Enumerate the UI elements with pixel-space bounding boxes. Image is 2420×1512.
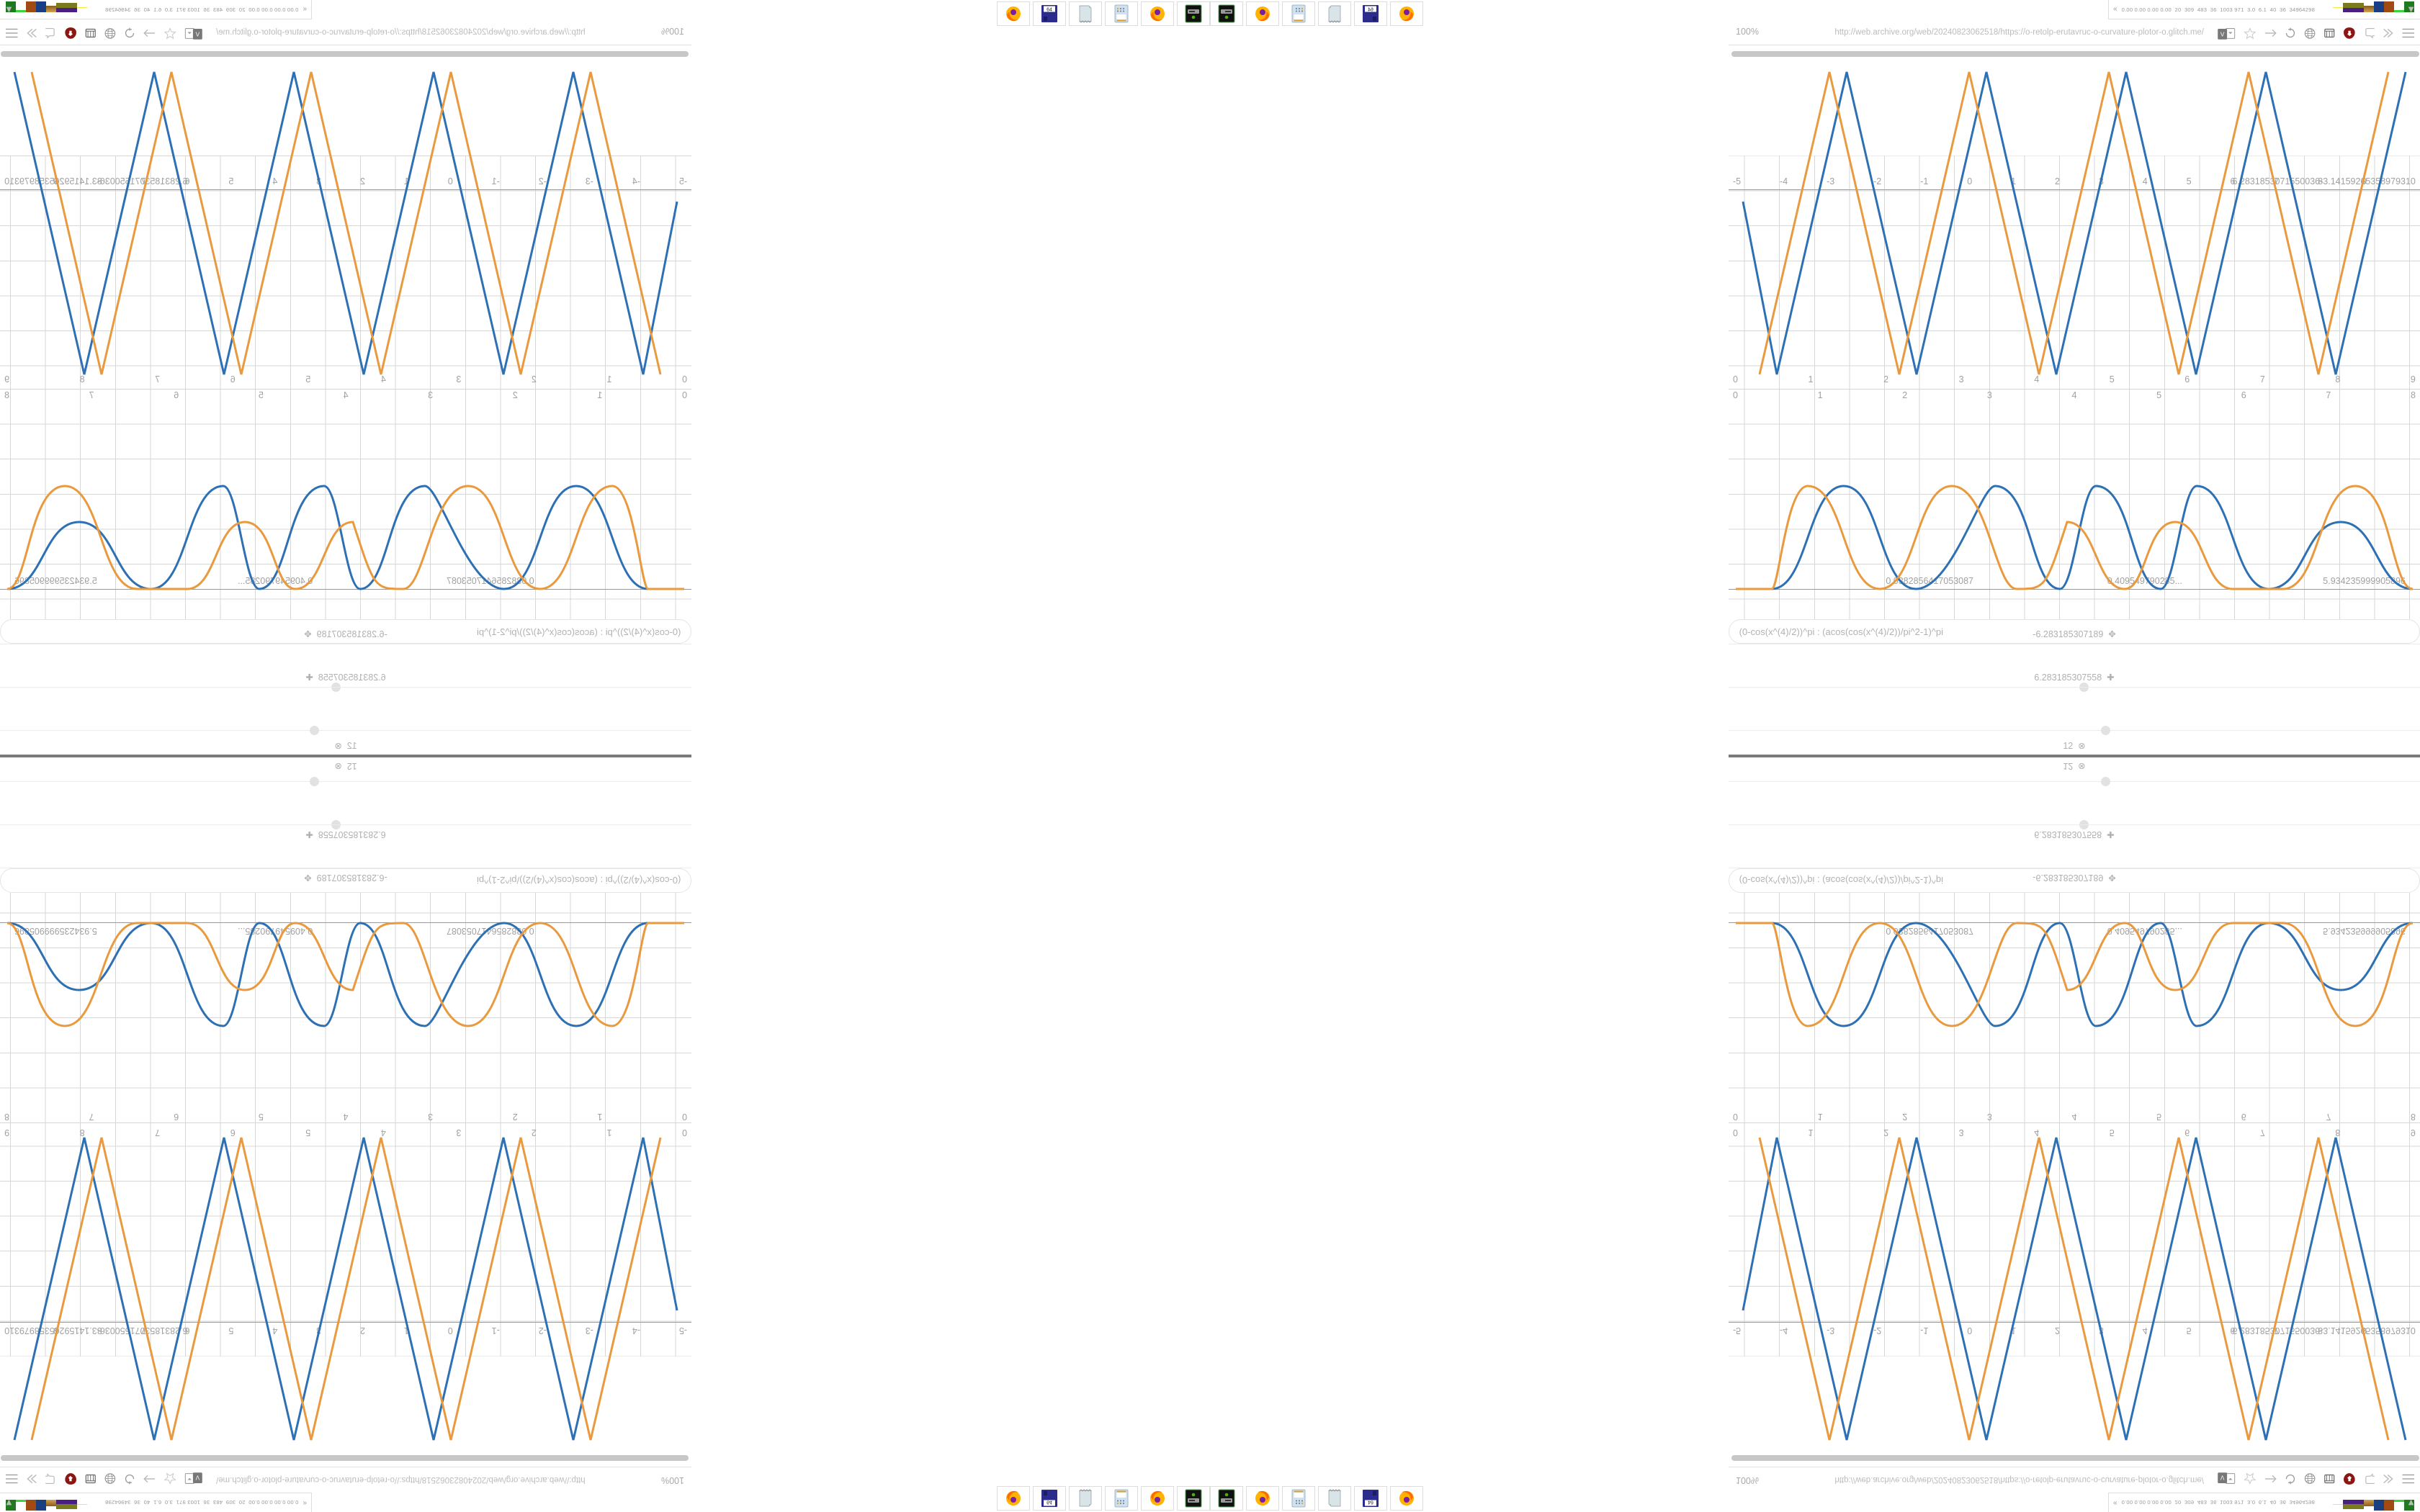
svg-text:64: 64 — [1368, 1500, 1373, 1505]
svg-text:V: V — [2220, 1474, 2224, 1480]
svg-text:64: 64 — [1047, 8, 1052, 13]
svg-text:⏷: ⏷ — [2228, 30, 2233, 36]
svg-text:⏷: ⏷ — [2228, 1476, 2233, 1482]
svg-text:V: V — [196, 32, 200, 38]
svg-text:⏷: ⏷ — [187, 30, 192, 36]
svg-text:⏷: ⏷ — [187, 1476, 192, 1482]
svg-text:64: 64 — [1047, 1500, 1052, 1505]
svg-text:V: V — [2220, 32, 2224, 38]
svg-text:V: V — [196, 1474, 200, 1480]
svg-text:64: 64 — [1368, 8, 1373, 13]
